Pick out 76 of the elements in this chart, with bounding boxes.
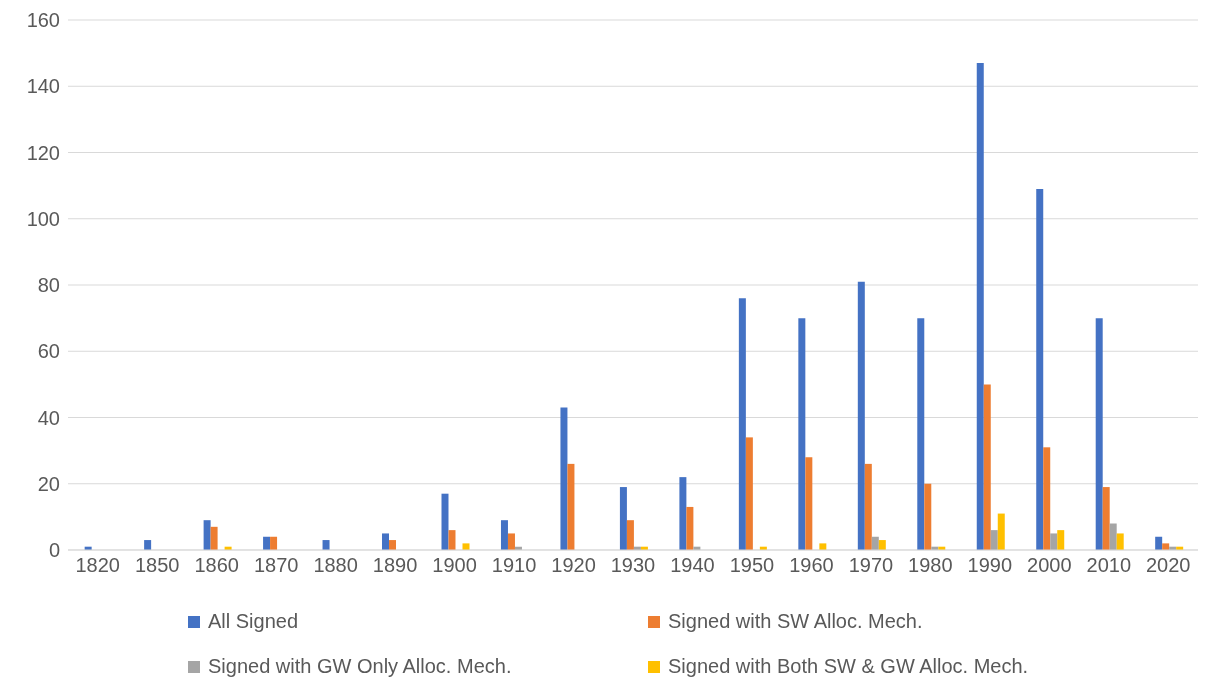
bar (1036, 188, 1044, 550)
bar (263, 536, 271, 550)
bar (1155, 536, 1163, 550)
x-tick-label: 1990 (967, 554, 1013, 577)
bar (462, 543, 470, 550)
bar (1043, 447, 1051, 550)
legend-label: All Signed (208, 610, 299, 633)
y-tick-label: 80 (37, 274, 60, 297)
bar (270, 536, 278, 550)
x-tick-label: 1850 (134, 554, 180, 577)
bar (626, 520, 634, 550)
bar (976, 63, 984, 550)
y-tick-label: 20 (37, 472, 60, 495)
bar (798, 318, 806, 550)
bar (1050, 533, 1058, 550)
bar (382, 533, 390, 550)
x-tick-label: 1930 (610, 554, 656, 577)
bar (805, 457, 813, 550)
y-tick-label: 60 (37, 340, 60, 363)
y-tick-label: 0 (48, 539, 60, 562)
bar (507, 533, 515, 550)
bar (1162, 543, 1170, 550)
x-tick-label: 2010 (1086, 554, 1132, 577)
x-tick-label: 1880 (313, 554, 358, 577)
bar (210, 526, 218, 550)
bar (567, 463, 575, 550)
bar (389, 540, 397, 550)
bar (322, 540, 330, 550)
y-tick-label: 160 (26, 9, 60, 32)
x-tick-label: 1900 (432, 554, 477, 577)
x-tick-label: 1980 (908, 554, 953, 577)
bar (1057, 530, 1065, 550)
bar (738, 298, 746, 550)
x-tick-label: 2020 (1146, 554, 1191, 577)
bar (997, 513, 1005, 550)
bar (619, 487, 627, 550)
bar (679, 477, 687, 550)
bar (1109, 523, 1117, 550)
bar (144, 540, 152, 550)
x-tick-label: 2000 (1027, 554, 1072, 577)
bar (686, 506, 694, 550)
bar (1095, 318, 1103, 550)
bar (1102, 487, 1110, 550)
bar (448, 530, 456, 550)
y-tick-label: 120 (26, 141, 60, 164)
y-tick-label: 140 (26, 75, 60, 98)
x-tick-label: 1820 (75, 554, 120, 577)
legend-label: Signed with GW Only Alloc. Mech. (208, 655, 512, 678)
x-tick-label: 1890 (372, 554, 418, 577)
x-tick-label: 1940 (670, 554, 715, 577)
bar (924, 483, 932, 550)
x-tick-label: 1870 (253, 554, 299, 577)
bar (917, 318, 925, 550)
x-tick-label: 1860 (194, 554, 239, 577)
bar (203, 520, 211, 550)
y-tick-label: 100 (26, 207, 60, 230)
bar (1116, 533, 1124, 550)
legend-label: Signed with SW Alloc. Mech. (668, 610, 923, 633)
bar (441, 493, 449, 550)
legend-label: Signed with Both SW & GW Alloc. Mech. (668, 655, 1029, 678)
bar (500, 520, 508, 550)
y-tick-label: 40 (37, 406, 60, 429)
bar (983, 384, 991, 550)
x-tick-label: 1950 (729, 554, 775, 577)
x-tick-label: 1920 (551, 554, 596, 577)
x-tick-label: 1910 (491, 554, 537, 577)
x-tick-label: 1970 (848, 554, 894, 577)
bar (871, 536, 879, 550)
bar (857, 281, 865, 550)
bar (560, 407, 568, 550)
bar (990, 530, 998, 550)
bar (878, 540, 886, 550)
bar (819, 543, 827, 550)
bar (745, 437, 753, 550)
bar (864, 463, 872, 550)
x-tick-label: 1960 (789, 554, 834, 577)
